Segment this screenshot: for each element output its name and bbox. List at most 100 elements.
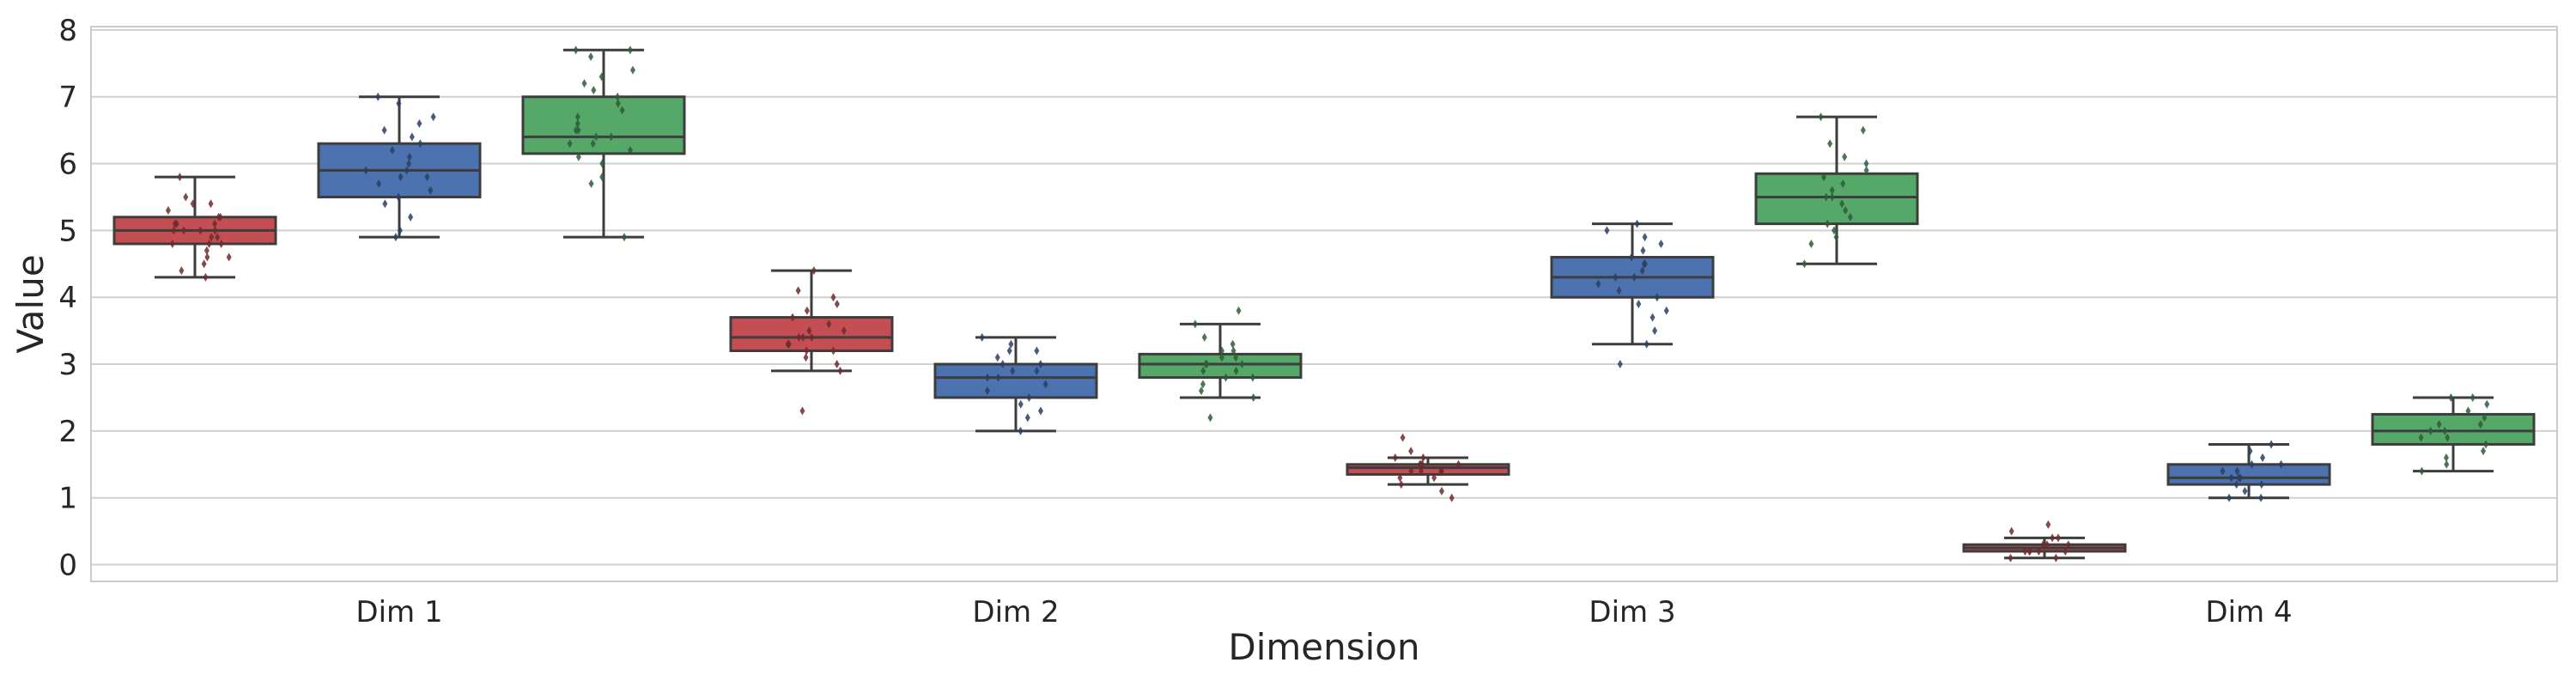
data-point — [1829, 185, 1835, 195]
data-point — [1439, 486, 1445, 495]
y-tick-label: 3 — [58, 348, 77, 382]
plot-frame — [90, 26, 2558, 582]
data-point — [1833, 233, 1839, 242]
data-point — [1829, 192, 1835, 202]
data-point — [1034, 346, 1040, 356]
data-point — [1397, 473, 1403, 483]
data-point — [1649, 313, 1656, 322]
data-point — [2480, 447, 2486, 456]
data-point — [2483, 440, 2489, 449]
data-point — [1663, 306, 1669, 315]
box-plot-item — [112, 173, 277, 282]
data-point — [2482, 413, 2488, 423]
data-point — [171, 226, 177, 235]
box-plot-item — [521, 46, 686, 242]
data-point — [800, 332, 806, 342]
data-point — [398, 173, 404, 182]
data-point — [1034, 366, 1040, 375]
data-point — [1449, 493, 1455, 502]
data-point — [408, 212, 414, 222]
data-point — [1200, 380, 1206, 389]
data-point — [208, 199, 214, 209]
data-point — [1847, 212, 1853, 222]
x-axis-title: Dimension — [1228, 626, 1419, 668]
data-point — [2234, 466, 2240, 476]
data-point — [984, 373, 990, 382]
y-tick-label: 6 — [58, 148, 77, 182]
box — [1754, 172, 1919, 226]
data-point — [1199, 386, 1205, 396]
data-point — [809, 332, 815, 342]
data-point — [629, 65, 635, 75]
data-point — [1639, 266, 1645, 276]
box-plot-item — [1346, 433, 1510, 502]
data-point — [622, 233, 628, 242]
data-point — [837, 366, 843, 375]
data-point — [1207, 413, 1213, 423]
data-point — [1842, 152, 1848, 161]
data-point — [573, 46, 579, 55]
data-point — [2258, 493, 2264, 502]
data-point — [206, 239, 212, 248]
data-point — [203, 272, 209, 282]
data-point — [2022, 546, 2028, 556]
data-point — [201, 259, 207, 269]
data-point — [409, 132, 415, 142]
data-point — [1823, 192, 1829, 202]
data-point — [212, 219, 218, 228]
x-tick-label: Dim 1 — [355, 595, 442, 629]
data-point — [1613, 272, 1619, 282]
data-point — [591, 85, 597, 94]
data-point — [1629, 252, 1635, 262]
data-point — [397, 226, 403, 235]
data-point — [1024, 413, 1030, 423]
box-plot-item — [1550, 219, 1715, 369]
data-point — [1860, 125, 1866, 135]
data-point — [165, 206, 171, 216]
data-point — [796, 332, 802, 342]
data-point — [1634, 219, 1640, 228]
data-point — [1832, 226, 1838, 235]
data-point — [575, 125, 581, 135]
data-point — [1420, 453, 1426, 463]
data-point — [826, 319, 832, 329]
data-point — [406, 152, 412, 161]
data-point — [2419, 466, 2425, 476]
data-point — [995, 373, 1001, 382]
data-point — [428, 185, 434, 195]
data-point — [190, 199, 196, 209]
data-point — [381, 125, 387, 135]
data-point — [1239, 360, 1245, 369]
data-point — [593, 132, 599, 142]
box — [933, 362, 1098, 399]
data-point — [417, 139, 423, 149]
box-plot-item — [2371, 392, 2536, 476]
data-point — [2228, 473, 2234, 483]
x-tick-label: Dim 4 — [2205, 595, 2292, 629]
data-point — [1200, 366, 1206, 375]
y-tick-label: 0 — [58, 549, 77, 583]
data-point — [575, 152, 581, 161]
data-point — [1392, 453, 1398, 463]
data-point — [567, 139, 573, 149]
data-point — [574, 112, 580, 122]
data-point — [841, 326, 847, 336]
data-point — [2249, 459, 2255, 469]
data-point — [2242, 486, 2248, 495]
data-point — [598, 72, 605, 82]
data-point — [2260, 453, 2266, 463]
data-point — [204, 252, 210, 262]
data-point — [2418, 433, 2424, 442]
data-point — [2238, 473, 2244, 483]
data-point — [2247, 447, 2253, 456]
data-point — [1827, 139, 1833, 149]
data-point — [2040, 540, 2046, 550]
data-point — [1006, 346, 1012, 356]
data-point — [830, 293, 836, 302]
data-point — [619, 106, 625, 115]
data-point — [1821, 173, 1827, 182]
box — [2371, 412, 2536, 446]
data-point — [1233, 353, 1239, 362]
y-tick-label: 8 — [58, 14, 77, 48]
box-plot-item — [933, 332, 1098, 435]
